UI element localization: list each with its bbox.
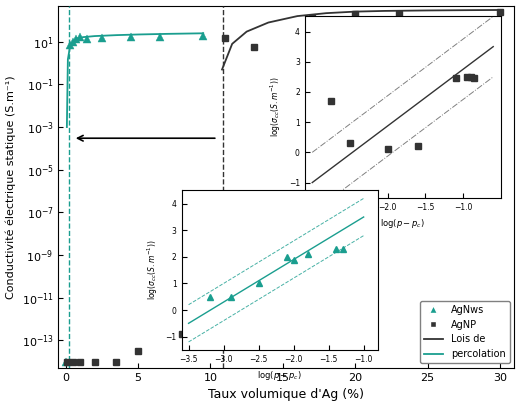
Y-axis label: Conductivité électrique statique (S.m⁻¹): Conductivité électrique statique (S.m⁻¹): [6, 75, 16, 299]
Legend: AgNws, AgNP, Lois de, percolation: AgNws, AgNP, Lois de, percolation: [420, 301, 510, 363]
X-axis label: Taux volumique d'Ag (%): Taux volumique d'Ag (%): [209, 388, 365, 401]
